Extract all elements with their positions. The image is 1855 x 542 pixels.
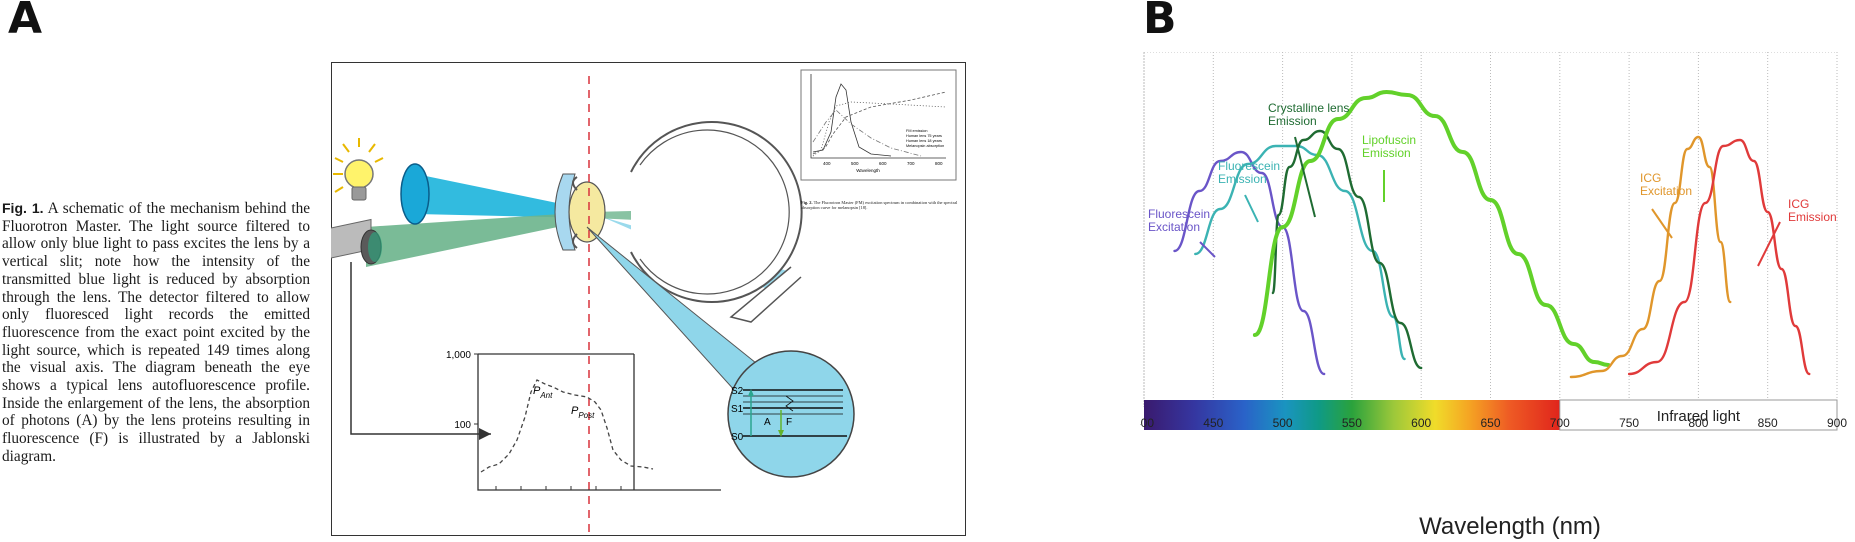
blue-filter-disc bbox=[400, 163, 430, 225]
peak-post-label: PPost bbox=[571, 405, 595, 420]
inset-x-tick: 800 bbox=[935, 161, 943, 166]
y-tick-100: 100 bbox=[454, 420, 471, 431]
inset-caption: Fig. 2. The Fluorotron Master (FM) excit… bbox=[801, 200, 958, 211]
inset-x-tick: 600 bbox=[879, 161, 887, 166]
series-label-4: Emission bbox=[1362, 146, 1411, 160]
spectrum-bar: Infrared light bbox=[1144, 399, 1838, 431]
detector-cable bbox=[350, 262, 491, 435]
series-label-3: Crystalline lens bbox=[1268, 101, 1349, 115]
chart-grid bbox=[1143, 52, 1838, 408]
x-axis-label: Wavelength (nm) bbox=[1419, 513, 1601, 540]
x-tick-label: 500 bbox=[1273, 416, 1293, 430]
x-tick-label: 750 bbox=[1619, 416, 1639, 430]
level-s1-label: S1 bbox=[731, 404, 744, 415]
inset-x-tick: 400 bbox=[823, 161, 831, 166]
series-line-2 bbox=[1194, 144, 1406, 361]
level-s0-label: S0 bbox=[731, 432, 744, 443]
autofluorescence-profile-plot bbox=[474, 353, 721, 491]
inset-legend-item: Melanopsin absorption bbox=[906, 144, 944, 148]
x-tick-label: 400 bbox=[1140, 416, 1154, 430]
series-labels: FluoresceinExcitationFluoresceinEmission… bbox=[1148, 101, 1837, 267]
spectra-series bbox=[1173, 89, 1811, 379]
cable-arrow bbox=[479, 428, 491, 440]
inset-x-tick: 700 bbox=[907, 161, 915, 166]
level-s2-label: S2 bbox=[731, 386, 744, 397]
series-leader-1 bbox=[1199, 241, 1216, 258]
fluorotron-schematic: S2 S1 S0 A F 1,000 100 PAnt PPost 400 50… bbox=[331, 69, 958, 536]
y-tick-1000: 1,000 bbox=[446, 350, 471, 361]
peak-ant-label: PAnt bbox=[533, 385, 553, 400]
inset-x-tick: 500 bbox=[851, 161, 859, 166]
panel-b-letter: B bbox=[1143, 0, 1177, 44]
series-leader-6 bbox=[1757, 221, 1781, 267]
inset-curve-melanopsin bbox=[812, 109, 922, 157]
series-label-1: Excitation bbox=[1148, 220, 1200, 234]
x-tick-label: 650 bbox=[1480, 416, 1500, 430]
series-label-2: Fluorescein bbox=[1218, 159, 1280, 173]
series-label-5: ICG bbox=[1640, 171, 1661, 185]
x-tick-label: 850 bbox=[1758, 416, 1778, 430]
series-leader-5 bbox=[1651, 208, 1673, 239]
spectra-chart: Infrared light FluoresceinExcitationFluo… bbox=[1140, 52, 1847, 540]
series-label-6: Emission bbox=[1788, 210, 1837, 224]
series-label-1: Fluorescein bbox=[1148, 207, 1210, 221]
panel-a-letter: A bbox=[8, 0, 43, 44]
series-label-5: Excitation bbox=[1640, 184, 1692, 198]
figure-caption: Fig. 1. A schematic of the mechanism beh… bbox=[2, 200, 310, 466]
detector-icon bbox=[331, 218, 382, 265]
series-leader-3 bbox=[1294, 136, 1316, 218]
crystalline-lens bbox=[568, 181, 606, 243]
inset-curve-fm-emission bbox=[812, 83, 892, 157]
series-label-2: Emission bbox=[1218, 172, 1267, 186]
inset-curve-lens-75 bbox=[812, 91, 947, 155]
series-leader-2 bbox=[1244, 194, 1259, 223]
fluorescence-label: F bbox=[786, 417, 792, 428]
x-tick-label: 550 bbox=[1342, 416, 1362, 430]
caption-label: Fig. 1. bbox=[2, 200, 44, 216]
caption-text: A schematic of the mechanism behind the … bbox=[2, 200, 311, 465]
infrared-label: Infrared light bbox=[1657, 408, 1741, 425]
profile-curve bbox=[480, 379, 654, 473]
fluorescence-beam bbox=[366, 212, 591, 267]
inset-curve-lens-18 bbox=[812, 101, 947, 157]
x-axis-ticks: 400 450 500 550 600 650 700 750 800 850 900 bbox=[1140, 416, 1847, 430]
series-label-3: Emission bbox=[1268, 114, 1317, 128]
inset-xlabel: Wavelength bbox=[856, 168, 880, 173]
x-tick-label: 700 bbox=[1550, 416, 1570, 430]
series-label-6: ICG bbox=[1788, 197, 1809, 211]
fig2-inset: 400 500 600 700 800 Wavelength FM emissi… bbox=[800, 69, 957, 181]
absorption-label: A bbox=[764, 417, 771, 428]
series-line-6 bbox=[1627, 138, 1811, 376]
inset-legend-item: Human lens 18 years bbox=[906, 139, 942, 143]
infrared-bar bbox=[1559, 399, 1838, 431]
series-label-4: Lipofuscin bbox=[1362, 133, 1416, 147]
series-line-3 bbox=[1271, 129, 1423, 370]
inset-legend-item: Human lens 75 years bbox=[906, 134, 942, 138]
series-line-1 bbox=[1173, 150, 1326, 376]
eye-cross-section bbox=[554, 121, 803, 323]
series-line-4 bbox=[1252, 89, 1611, 367]
x-tick-label: 800 bbox=[1688, 416, 1708, 430]
x-tick-label: 600 bbox=[1411, 416, 1431, 430]
series-line-5 bbox=[1569, 135, 1732, 379]
light-bulb-icon bbox=[333, 138, 384, 201]
inset-legend-item: FM emission bbox=[906, 129, 928, 133]
blue-light-beam bbox=[416, 174, 591, 218]
jablonski-diagram bbox=[743, 389, 847, 437]
x-tick-label: 450 bbox=[1203, 416, 1223, 430]
x-tick-label: 900 bbox=[1827, 416, 1847, 430]
visible-spectrum-bar bbox=[1144, 400, 1560, 430]
